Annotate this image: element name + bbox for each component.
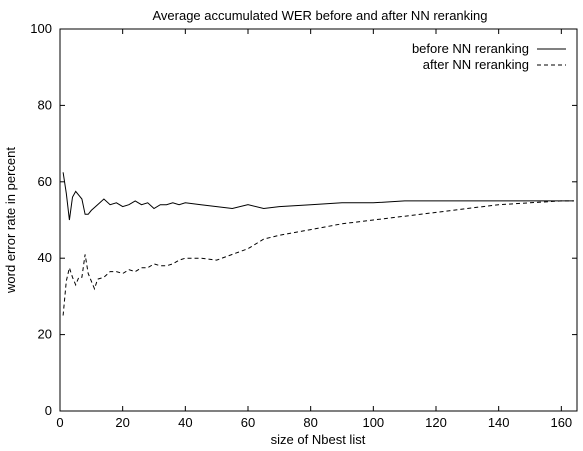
x-tick-label: 100 [362, 415, 384, 430]
series-line-before-reranking [62, 172, 574, 221]
x-axis-label: size of Nbest list [271, 432, 366, 447]
y-tick-label: 100 [30, 21, 52, 36]
x-tick-label: 40 [178, 415, 192, 430]
x-tick-label: 80 [303, 415, 317, 430]
y-axis-label: word error rate in percent [3, 147, 18, 294]
x-tick-label: 0 [56, 415, 63, 430]
y-tick-label: 0 [45, 403, 52, 418]
series-layer [62, 172, 574, 316]
legend-label-after: after NN reranking [423, 57, 529, 72]
x-tick-label: 160 [550, 415, 572, 430]
series-line-after-reranking [62, 200, 574, 316]
y-tick-label: 80 [38, 97, 52, 112]
x-tick-label: 20 [115, 415, 129, 430]
x-tick-label: 120 [425, 415, 447, 430]
legend: before NN reranking after NN reranking [412, 41, 566, 72]
x-tick-label: 60 [241, 415, 255, 430]
axis-ticks: 0 20 40 60 80 100 120 140 160 0 20 40 60 80 100 [30, 21, 577, 430]
y-tick-label: 40 [38, 250, 52, 265]
y-tick-label: 20 [38, 327, 52, 342]
y-tick-label: 60 [38, 174, 52, 189]
legend-label-before: before NN reranking [412, 41, 529, 56]
plot-frame [59, 28, 578, 412]
chart-title: Average accumulated WER before and after… [152, 8, 487, 23]
x-tick-label: 140 [488, 415, 510, 430]
